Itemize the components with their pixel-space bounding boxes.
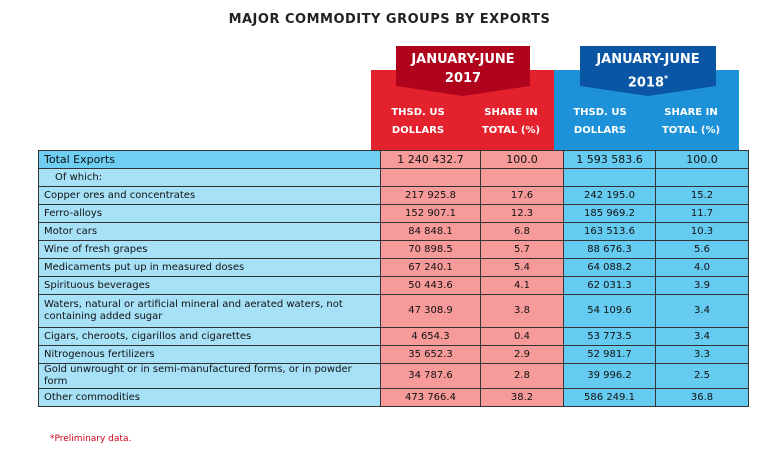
cell-value: 35 652.3 [380, 345, 481, 364]
table-row: Wine of fresh grapes 70 898.5 5.7 88 676.3 5… [38, 240, 749, 259]
cell-value: 84 848.1 [380, 222, 481, 241]
cell-value: 50 443.6 [380, 276, 481, 295]
cell-value: 100.0 [480, 150, 564, 169]
empty-cell [480, 168, 564, 187]
cell-value: 217 925.8 [380, 186, 481, 205]
table-row: Ferro-alloys 152 907.1 12.3 185 969.2 11.7 [38, 204, 749, 223]
cell-value: 53 773.5 [563, 327, 656, 346]
cell-value: 1 240 432.7 [380, 150, 481, 169]
column-header: THSD. US DOLLARS [391, 107, 445, 136]
cell-value: 3.3 [655, 345, 749, 364]
cell-value: 3.4 [655, 327, 749, 346]
row-label: Nitrogenous fertilizers [38, 345, 381, 364]
group-label: JANUARY-JUNE [411, 52, 515, 67]
cell-value: 15.2 [655, 186, 749, 205]
table-row: Medicaments put up in measured doses 67 2… [38, 258, 749, 277]
column-header: THSD. US DOLLARS [573, 107, 627, 136]
table-row: Nitrogenous fertilizers 35 652.3 2.9 52 981… [38, 345, 749, 364]
footnote: *Preliminary data. [50, 434, 132, 444]
row-label: Wine of fresh grapes [38, 240, 381, 259]
cell-value: 1 593 583.6 [563, 150, 656, 169]
cell-value: 47 308.9 [380, 294, 481, 328]
empty-cell [563, 168, 656, 187]
row-label: Copper ores and concentrates [38, 186, 381, 205]
cell-value: 38.2 [480, 388, 564, 407]
row-label: Medicaments put up in measured doses [38, 258, 381, 277]
cell-value: 473 766.4 [380, 388, 481, 407]
row-label: Waters, natural or artificial mineral an… [38, 294, 381, 328]
group-header: JANUARY-JUNE 2018* [580, 46, 716, 96]
cell-value: 4 654.3 [380, 327, 481, 346]
cell-value: 54 109.6 [563, 294, 656, 328]
table-row: Of which: [38, 168, 749, 187]
cell-value: 0.4 [480, 327, 564, 346]
group-year: 2017 [444, 71, 482, 86]
group-year-line: 2018* [580, 69, 716, 92]
cell-value: 36.8 [655, 388, 749, 407]
cell-value: 3.8 [480, 294, 564, 328]
cell-value: 2.5 [655, 363, 749, 389]
cell-value: 17.6 [480, 186, 564, 205]
table-row: Gold unwrought or in semi-manufactured f… [38, 363, 749, 389]
cell-value: 185 969.2 [563, 204, 656, 223]
data-table: Total Exports 1 240 432.7 100.0 1 593 583.6… [38, 150, 749, 407]
row-label: Ferro-alloys [38, 204, 381, 223]
cell-value: 586 249.1 [563, 388, 656, 407]
cell-value: 11.7 [655, 204, 749, 223]
table-row: Motor cars 84 848.1 6.8 163 513.6 10.3 [38, 222, 749, 241]
group-year: 2018 [627, 75, 664, 91]
row-label: Motor cars [38, 222, 381, 241]
cell-value: 5.4 [480, 258, 564, 277]
cell-value: 163 513.6 [563, 222, 656, 241]
row-label: Total Exports [38, 150, 381, 169]
table-row: Copper ores and concentrates 217 925.8 17.… [38, 186, 749, 205]
row-label: Other commodities [38, 388, 381, 407]
empty-cell [380, 168, 481, 187]
cell-value: 34 787.6 [380, 363, 481, 389]
cell-value: 4.0 [655, 258, 749, 277]
row-label: Gold unwrought or in semi-manufactured f… [38, 363, 381, 389]
cell-value: 88 676.3 [563, 240, 656, 259]
note-mark: * [664, 74, 669, 83]
cell-value: 4.1 [480, 276, 564, 295]
cell-value: 62 031.3 [563, 276, 656, 295]
cell-value: 5.6 [655, 240, 749, 259]
cell-value: 152 907.1 [380, 204, 481, 223]
table-row: Waters, natural or artificial mineral an… [38, 294, 749, 328]
table-row: Cigars, cheroots, cigarillos and cigaret… [38, 327, 749, 346]
group-header: JANUARY-JUNE 2017 [396, 46, 530, 96]
column-header: SHARE IN TOTAL (%) [661, 107, 721, 136]
cell-value: 39 996.2 [563, 363, 656, 389]
cell-value: 64 088.2 [563, 258, 656, 277]
cell-value: 67 240.1 [380, 258, 481, 277]
table-row: Other commodities 473 766.4 38.2 586 249.1 3… [38, 388, 749, 407]
title: MAJOR COMMODITY GROUPS BY EXPORTS [228, 12, 551, 27]
cell-value: 3.9 [655, 276, 749, 295]
cell-value: 2.8 [480, 363, 564, 389]
row-label: Spirituous beverages [38, 276, 381, 295]
cell-value: 12.3 [480, 204, 564, 223]
group-label: JANUARY-JUNE [596, 52, 700, 67]
cell-value: 70 898.5 [380, 240, 481, 259]
cell-value: 6.8 [480, 222, 564, 241]
cell-value: 3.4 [655, 294, 749, 328]
cell-value: 100.0 [655, 150, 749, 169]
cell-value: 52 981.7 [563, 345, 656, 364]
table-row: Total Exports 1 240 432.7 100.0 1 593 583.6… [38, 150, 749, 169]
empty-cell [655, 168, 749, 187]
cell-value: 242 195.0 [563, 186, 656, 205]
table-row: Spirituous beverages 50 443.6 4.1 62 031.3 3… [38, 276, 749, 295]
cell-value: 5.7 [480, 240, 564, 259]
column-header: SHARE IN TOTAL (%) [481, 107, 541, 136]
row-label: Cigars, cheroots, cigarillos and cigaret… [38, 327, 381, 346]
cell-value: 10.3 [655, 222, 749, 241]
cell-value: 2.9 [480, 345, 564, 364]
row-label: Of which: [38, 168, 381, 187]
